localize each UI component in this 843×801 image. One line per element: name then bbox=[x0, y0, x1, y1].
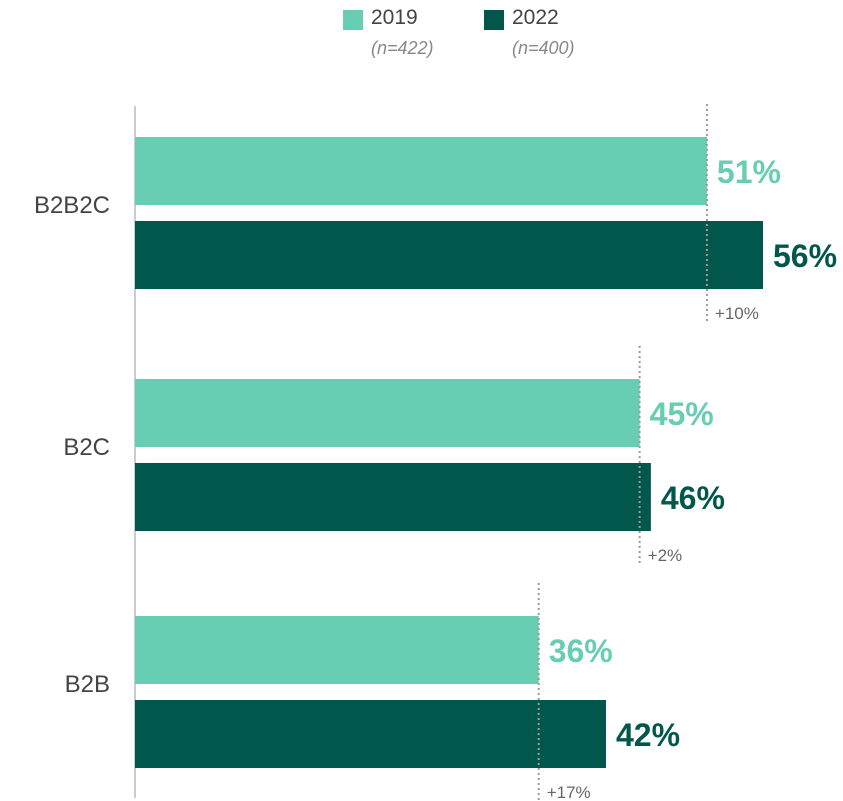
bar-b2b2c-2019 bbox=[135, 137, 707, 205]
legend-label-2019: 2019 bbox=[371, 6, 418, 29]
legend-swatch-2019 bbox=[343, 10, 363, 30]
value-label-b2b-2019: 36% bbox=[549, 633, 613, 669]
bar-b2b2c-2022 bbox=[135, 221, 763, 289]
value-label-b2b2c-2022: 56% bbox=[773, 238, 837, 274]
category-label-b2c: B2C bbox=[63, 434, 110, 461]
bar-b2b-2022 bbox=[135, 700, 606, 768]
value-label-b2b2c-2019: 51% bbox=[717, 154, 781, 190]
legend-sample-2019: (n=422) bbox=[371, 38, 434, 58]
change-label-b2b2c: +10% bbox=[715, 304, 759, 323]
value-label-b2c-2019: 45% bbox=[650, 396, 714, 432]
value-label-b2b-2022: 42% bbox=[616, 717, 680, 753]
bar-b2b-2019 bbox=[135, 616, 539, 684]
legend-label-2022: 2022 bbox=[512, 6, 559, 29]
legend-swatch-2022 bbox=[484, 10, 504, 30]
change-label-b2b: +17% bbox=[547, 783, 591, 801]
legend-sample-2022: (n=400) bbox=[512, 38, 575, 58]
category-label-b2b2c: B2B2C bbox=[34, 192, 110, 219]
bar-b2c-2022 bbox=[135, 463, 651, 531]
change-label-b2c: +2% bbox=[648, 546, 683, 565]
value-label-b2c-2022: 46% bbox=[661, 480, 725, 516]
category-label-b2b: B2B bbox=[65, 671, 110, 698]
bar-b2c-2019 bbox=[135, 379, 640, 447]
